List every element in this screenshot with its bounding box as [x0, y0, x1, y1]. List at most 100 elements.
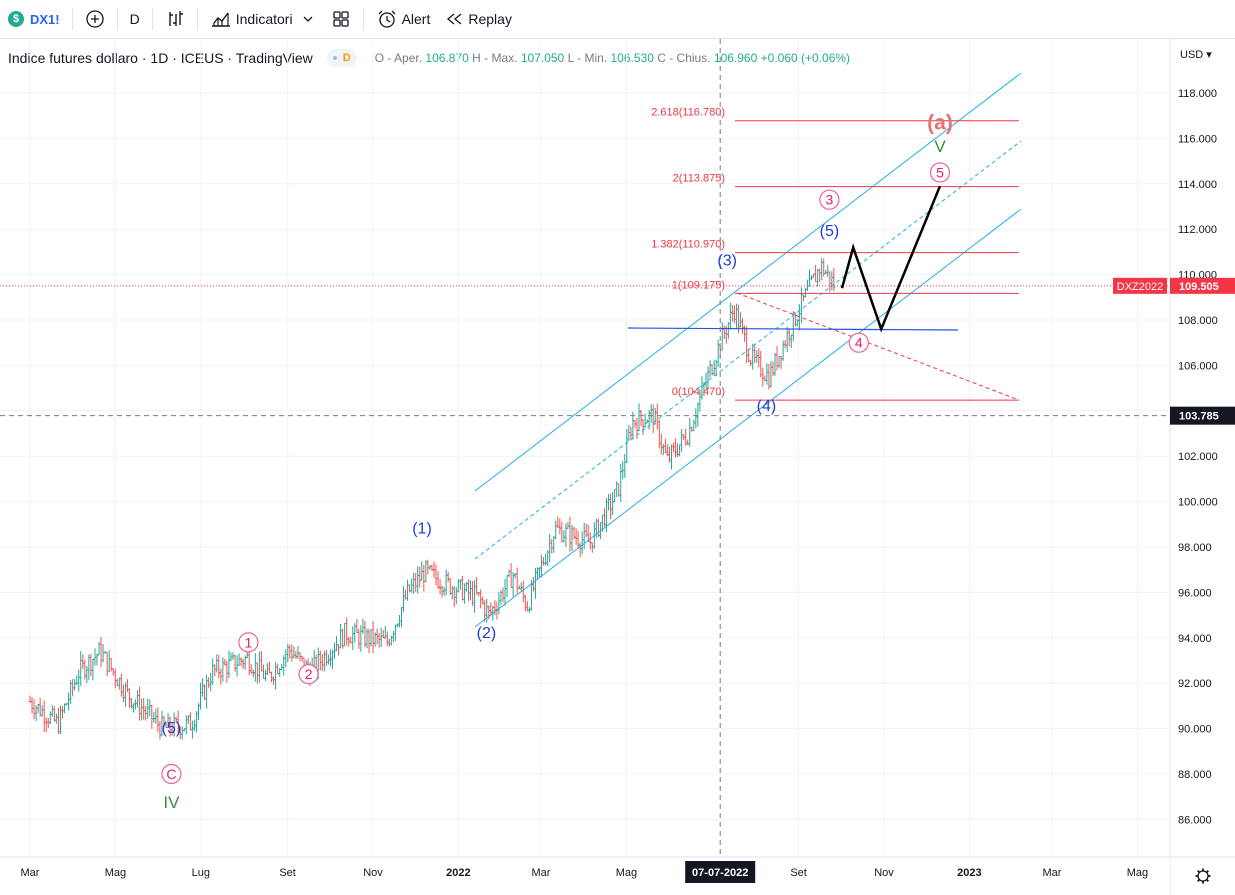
grid-layout-icon — [332, 11, 349, 27]
chart-title[interactable]: Indice futures dollaro · 1D · ICEUS · Tr… — [8, 50, 313, 66]
horizontal-trend-line — [627, 327, 959, 331]
y-tick-label: 108.000 — [1178, 315, 1218, 327]
chart-grid — [0, 39, 1170, 857]
crosshair-price-label: 103.785 — [1179, 411, 1219, 423]
fib-level-label: 0(104.470) — [672, 386, 725, 398]
x-tick-label: Set — [279, 867, 296, 879]
symbol-name: DX1! — [30, 11, 60, 27]
interval-badge[interactable]: D — [326, 49, 357, 67]
x-tick-label: Nov — [363, 867, 383, 879]
alarm-clock-icon — [378, 10, 396, 28]
interval-button[interactable]: D — [122, 0, 148, 38]
fib-level-label: 2(113.875) — [673, 173, 725, 185]
y-tick-label: 96.000 — [1178, 587, 1212, 599]
x-tick-label: Mar — [532, 867, 551, 879]
close-label: C - Chius. — [657, 51, 711, 65]
x-tick-label: Mag — [1127, 867, 1148, 879]
high-value: 107.050 — [520, 51, 565, 65]
wave-label-blue: (5) — [162, 720, 182, 737]
close-value: 106.960 — [713, 51, 758, 65]
indicators-label: Indicatori — [235, 11, 293, 27]
y-tick-label: 102.000 — [1178, 451, 1218, 463]
replay-label: Replay — [468, 11, 512, 27]
y-tick-label: 98.000 — [1178, 542, 1212, 554]
currency-label: USD ▾ — [1180, 49, 1212, 61]
bars-chart-icon — [169, 11, 183, 26]
crosshair-date-box — [685, 861, 756, 883]
alert-button[interactable]: Alert — [368, 0, 439, 38]
y-tick-label: 118.000 — [1178, 88, 1217, 100]
add-symbol-button[interactable] — [77, 0, 113, 38]
chart-type-button[interactable] — [157, 0, 193, 38]
gear-tooth — [1205, 878, 1209, 882]
settings-gear-icon[interactable] — [1195, 868, 1211, 884]
x-tick-label: Lug — [192, 867, 210, 879]
dollar-icon: $ — [8, 11, 24, 27]
price-chart[interactable]: 2.618(116.780)2(113.875)1.382(110.970)1(… — [0, 39, 1235, 895]
axes-layer: USD ▾118.000116.000114.000112.000110.000… — [0, 39, 1235, 895]
alert-label: Alert — [401, 11, 431, 27]
change-percent: (+0.06%) — [801, 51, 851, 65]
channel-median-line — [474, 140, 1022, 560]
toolbar-divider — [362, 8, 364, 30]
gear-tooth — [1197, 870, 1201, 874]
drawings-layer: 2.618(116.780)2(113.875)1.382(110.970)1(… — [0, 39, 1170, 857]
wave-label-pink: 1 — [245, 634, 253, 650]
wave-label-circle — [819, 189, 840, 210]
price-tag-name: DXZ2022 — [1117, 281, 1163, 293]
projection-path — [840, 185, 942, 333]
y-tick-label: 100.000 — [1178, 497, 1218, 509]
channel-upper-line — [474, 72, 1022, 492]
layout-button[interactable] — [323, 0, 359, 38]
toolbar-divider — [151, 8, 153, 30]
status-dot-icon — [332, 56, 337, 60]
rewind-icon — [447, 13, 462, 25]
gear-tooth — [1197, 878, 1201, 882]
channel-lower-line — [474, 208, 1022, 628]
wave-label-circle — [848, 332, 869, 353]
wave-label-blue: (5) — [820, 223, 840, 240]
wave-label-pink: 5 — [936, 164, 944, 180]
x-tick-label: Mar — [21, 867, 40, 879]
x-tick-label: Nov — [874, 867, 894, 879]
crosshair-price-box — [1170, 406, 1235, 425]
x-tick-label: Mag — [105, 867, 126, 879]
wave-label-blue: (2) — [477, 625, 497, 642]
wave-label-green: IV — [163, 793, 180, 812]
interval-badge-label: D — [342, 52, 351, 64]
wave-label-blue: (3) — [717, 253, 737, 270]
toolbar-divider — [116, 8, 118, 30]
wave-label-circle — [161, 763, 182, 785]
y-tick-label: 90.000 — [1178, 724, 1212, 736]
x-tick-label: Set — [790, 867, 807, 879]
top-toolbar: $ DX1! D Indicatori Alert Replay — [0, 0, 1235, 39]
x-tick-label: 2022 — [446, 867, 470, 879]
indicators-icon — [211, 12, 230, 27]
price-tag-name-box — [1113, 277, 1167, 294]
replay-button[interactable]: Replay — [438, 0, 520, 38]
wave-label-pink: 2 — [305, 666, 313, 682]
fib-level-label: 2.618(116.780) — [651, 107, 725, 119]
chart-legend: Indice futures dollaro · 1D · ICEUS · Tr… — [8, 49, 850, 67]
wave-label-pink: 3 — [826, 192, 834, 208]
y-tick-label: 116.000 — [1178, 133, 1217, 145]
x-tick-label: 2023 — [957, 867, 981, 879]
y-tick-label: 112.000 — [1178, 224, 1217, 236]
wave-label-green: V — [934, 137, 946, 156]
indicators-button[interactable]: Indicatori — [202, 0, 323, 38]
y-tick-label: 88.000 — [1178, 769, 1212, 781]
wave-label-pink: C — [166, 766, 176, 782]
candles-layer — [28, 257, 836, 740]
wave-label-circle — [298, 664, 319, 685]
price-tag-value: 109.505 — [1179, 281, 1219, 293]
y-tick-label: 92.000 — [1178, 678, 1212, 690]
symbol-search-button[interactable]: $ DX1! — [0, 0, 68, 38]
interval-label: D — [129, 11, 140, 27]
change-value: +0.060 — [760, 51, 798, 65]
wave-label-circle — [238, 632, 259, 653]
ohlc-values: O - Aper. 106.870 H - Max. 107.050 L - M… — [375, 51, 850, 65]
y-tick-label: 86.000 — [1178, 814, 1212, 826]
price-tag-box — [1170, 277, 1235, 294]
open-label: O - Aper. — [374, 51, 423, 65]
wave-label-circle — [929, 162, 951, 183]
